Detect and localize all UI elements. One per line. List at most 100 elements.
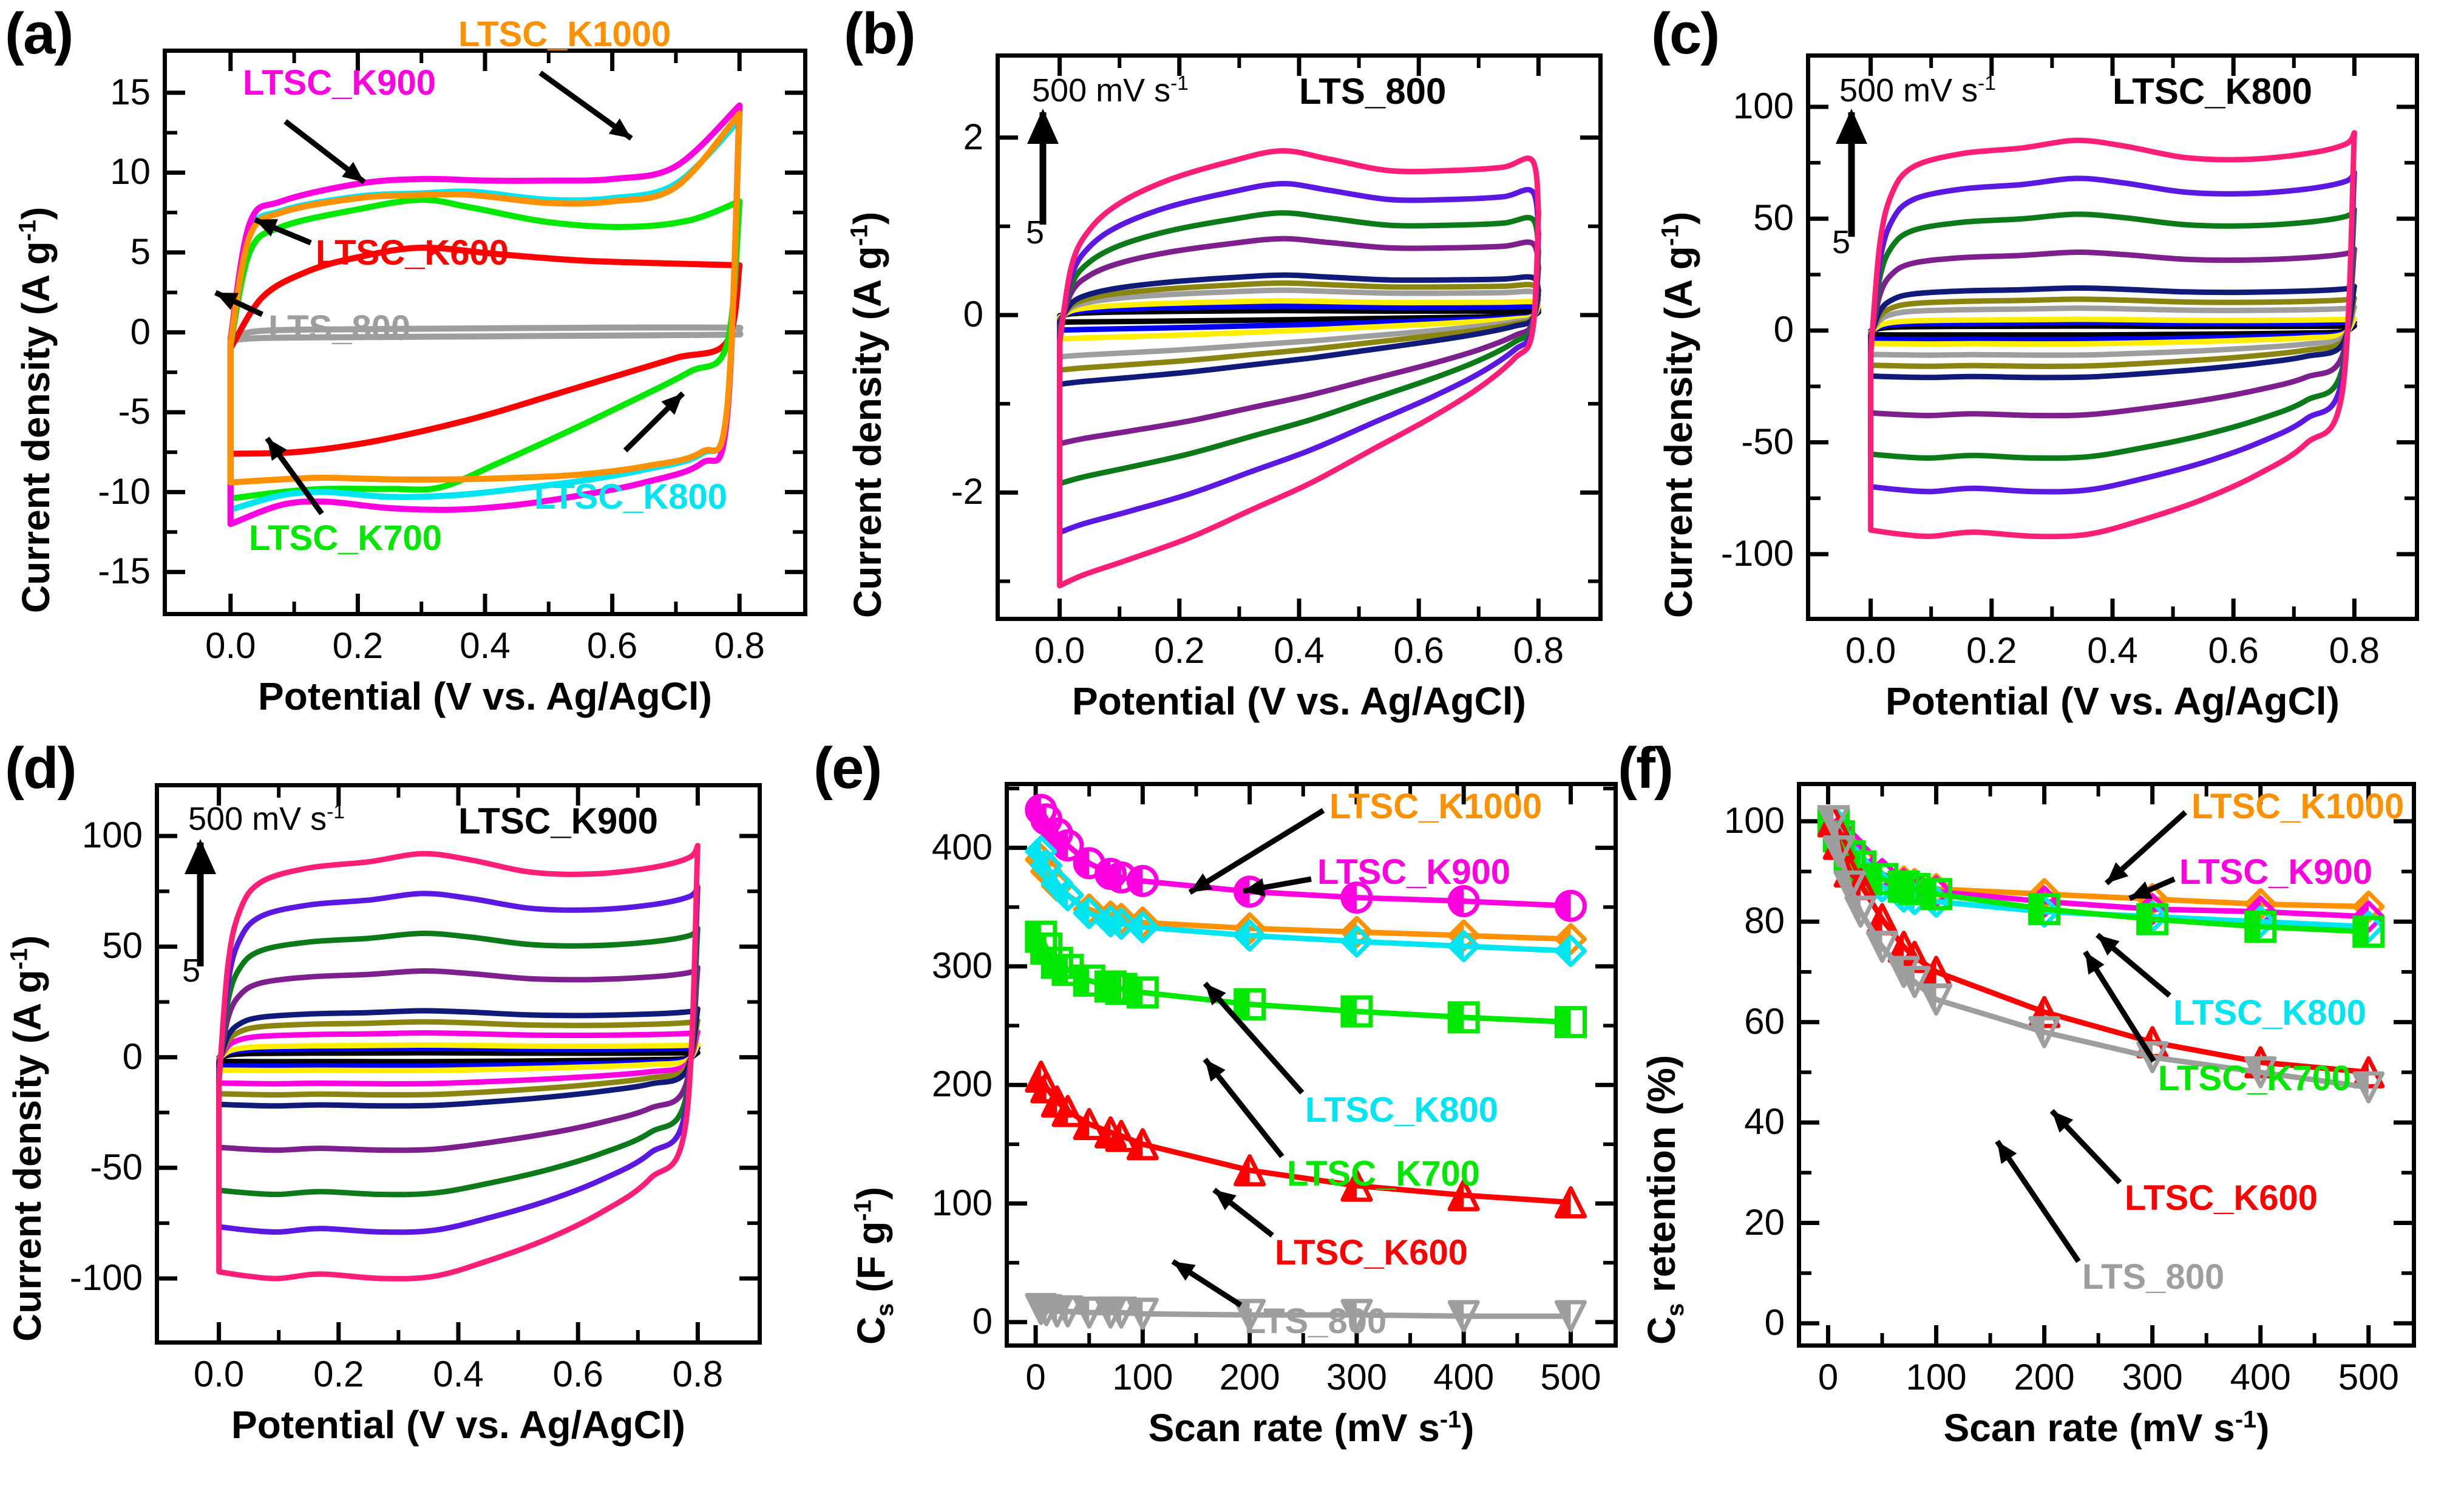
annotation-arrow [1995,1139,2081,1263]
y-tick-label: 10 [110,151,151,192]
x-axis-title: Scan rate (mV s-1) [1020,1405,1603,1450]
x-tick-label: 0.4 [1274,630,1325,671]
data-point-LTS_800 [1844,895,1877,928]
plot-area-f [1797,782,2416,1348]
y-axis-title: Current density (A g-1) [13,207,58,613]
data-point-LTSC_K700 [1920,878,1953,911]
x-tick-label: 0.2 [332,625,384,666]
cv-curve-500mVs [216,843,701,1281]
series-annotation-LTSC_K900: LTSC_K900 [1317,852,1511,892]
data-point-LTSC_K700 [1447,1001,1480,1034]
y-axis-title-close: ) [14,206,58,220]
annotation-arrow [214,290,263,317]
y-axis-title-close: ) [849,1187,893,1200]
y-tick-label: 100 [1723,799,1785,841]
y-axis-title-unit: (F g [849,1221,893,1303]
plot-title-b: LTS_800 [1299,71,1447,112]
x-axis-title: Potential (V vs. Ag/AgCl) [1885,679,2340,723]
y-axis-title-close: ) [1657,211,1700,225]
x-tick-label: 0 [1817,1357,1839,1397]
annotation-arrow [538,70,633,141]
x-tick-label: 0.2 [313,1354,364,1394]
annotation-arrow [283,119,366,185]
y-axis-title-exponent: -1 [14,219,41,242]
x-tick-label: 200 [2014,1357,2075,1397]
y-axis-title: Current density (A g-1) [5,935,50,1342]
data-point-LTSC_K700 [1340,995,1373,1028]
data-point-LTS_800 [1554,1300,1587,1332]
panel-label-c: (c) [1651,1,1720,66]
data-point-LTS_800 [1234,1298,1266,1331]
x-tick-label: 300 [2122,1357,2183,1397]
x-axis-title-text: Scan rate (mV s [1148,1406,1440,1450]
data-point-LTSC_K700 [2028,893,2061,926]
plot-area-d [155,783,762,1345]
data-point-LTSC_K600 [1030,1071,1063,1104]
plot-area-e [1005,782,1618,1348]
panel-label-e: (e) [813,736,882,801]
data-point-LTSC_K600 [1051,1095,1084,1127]
cv-curve-LTSC_K600 [227,244,743,457]
data-point-LTS_800 [1898,966,1931,999]
data-point-LTS_800 [1920,983,1953,1016]
x-tick-label: 100 [1112,1357,1173,1397]
y-tick-label: 100 [1733,86,1794,127]
y-axis-title-exponent: -1 [849,1200,877,1221]
max-scan-rate-text: 500 mV s [1032,72,1171,109]
y-axis-title-text: Current density (A g [5,969,49,1342]
y-axis-title-close: ) [846,211,889,225]
y-tick-label: 50 [102,925,143,966]
data-point-LTS_800 [2028,1016,2061,1048]
y-tick-label: 2 [963,116,983,157]
data-point-LTS_800 [1447,1300,1480,1332]
max-scan-rate-exponent: -1 [1978,72,1996,95]
y-tick-label: -2 [951,471,983,512]
data-point-LTS_800 [2352,1071,2385,1104]
data-point-LTSC_K900 [1051,829,1084,862]
annotation-arrow [265,436,324,515]
y-tick-label: -10 [98,470,151,512]
data-point-LTSC_K600 [1340,1169,1373,1202]
data-point-LTSC_K600 [1234,1154,1266,1187]
y-axis-title: Cs retention (%) [1639,1055,1689,1345]
x-axis-title-close: ) [1461,1406,1475,1450]
y-tick-label: 0 [972,1300,993,1342]
data-point-LTSC_K700 [2136,903,2169,935]
x-axis-title: Potential (V vs. Ag/AgCl) [258,674,712,718]
series-annotation-LTSC_K800: LTSC_K800 [1305,1090,1499,1130]
x-tick-label: 0.6 [552,1354,603,1394]
data-point-LTSC_K700 [1554,1006,1587,1039]
data-point-LTSC_K600 [1105,1119,1138,1152]
x-axis-title-exponent: -1 [1439,1406,1462,1433]
data-point-LTSC_K800 [1073,897,1105,929]
data-point-LTSC_K700 [2244,911,2277,943]
scan-rate-direction-arrow [1027,109,1059,225]
plot-area-c [1806,53,2419,621]
y-tick-label: -100 [1720,532,1794,574]
y-tick-label: 0 [122,1036,143,1077]
data-point-LTS_800 [1866,931,1899,963]
series-annotation-LTSC_K1000: LTSC_K1000 [2191,787,2405,826]
series-annotation-LTSC_K600: LTSC_K600 [316,233,509,273]
y-tick-label: 400 [931,826,993,867]
x-tick-label: 400 [2230,1357,2291,1397]
x-tick-label: 0.8 [714,625,765,666]
data-point-LTSC_K700 [1234,988,1266,1020]
y-tick-label: 15 [110,71,151,112]
series-annotation-LTSC_K700: LTSC_K700 [2158,1059,2352,1098]
y-axis-title: Cs (F g-1) [849,1187,899,1345]
series-annotation-LTS_800: LTS_800 [2082,1257,2225,1297]
x-tick-label: 0.4 [433,1354,484,1394]
data-point-LTSC_K700 [1126,976,1159,1009]
min-scan-rate-label: 5 [1026,214,1045,251]
y-axis-title-subscript: s [871,1303,898,1317]
data-point-LTSC_K800 [1554,934,1587,967]
plot-title-c: LTSC_K800 [2113,71,2313,112]
y-tick-label: -15 [98,551,151,592]
data-point-LTS_800 [1340,1298,1373,1331]
series-annotation-LTSC_K600: LTSC_K600 [2125,1178,2318,1218]
panel-label-b: (b) [844,1,916,66]
series-annotation-LTS_800: LTS_800 [268,308,411,348]
x-axis-title: Potential (V vs. Ag/AgCl) [1072,679,1526,723]
